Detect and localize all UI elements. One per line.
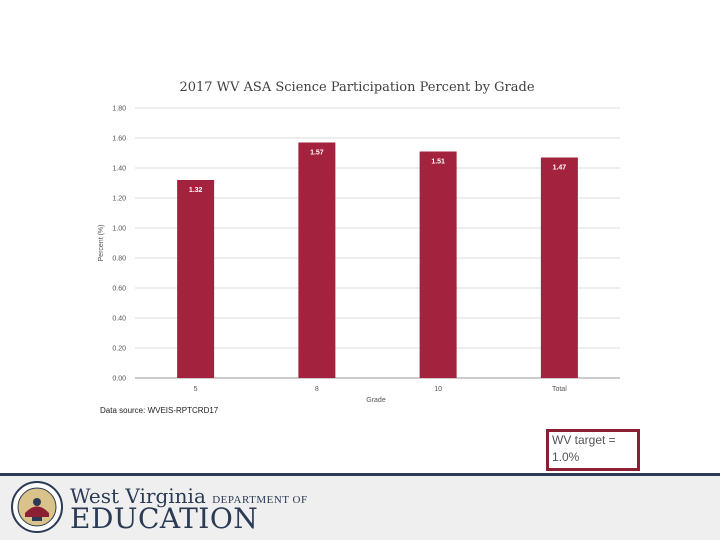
data-label: 1.47 xyxy=(553,165,567,172)
y-tick-label: 0.80 xyxy=(112,256,126,263)
y-tick-label: 0.40 xyxy=(112,316,126,323)
target-callout-line1: WV target = xyxy=(552,433,616,447)
footer-agency: EDUCATION xyxy=(70,502,259,535)
state-seal-icon xyxy=(11,481,63,533)
y-tick-label: 1.00 xyxy=(112,226,126,233)
y-axis-ticks: 0.00 0.20 0.40 0.60 0.80 1.00 1.20 1.40 1.60 1.80 xyxy=(112,106,126,383)
bar-8 xyxy=(298,142,336,378)
y-tick-label: 1.20 xyxy=(112,196,126,203)
y-axis-label: Percent (%) xyxy=(98,225,105,262)
bar-chart: 2017 WV ASA Science Participation Percen… xyxy=(98,80,620,415)
bar-10 xyxy=(419,151,457,378)
data-label: 1.51 xyxy=(431,159,445,166)
bar-5 xyxy=(177,180,215,378)
x-axis-ticks: 5 8 10 Total xyxy=(194,386,568,393)
bar-total xyxy=(540,157,578,378)
y-tick-label: 1.80 xyxy=(112,106,126,113)
bars: 1.32 1.57 1.51 1.47 xyxy=(177,142,578,378)
y-tick-label: 0.00 xyxy=(112,376,126,383)
footer-rule xyxy=(0,473,720,476)
y-tick-label: 1.40 xyxy=(112,166,126,173)
y-tick-label: 0.20 xyxy=(112,346,126,353)
data-label: 1.32 xyxy=(189,187,203,194)
data-source: Data source: WVEIS-RPTCRD17 xyxy=(100,406,219,415)
x-axis-label: Grade xyxy=(366,397,386,404)
x-tick-label: 8 xyxy=(315,386,319,393)
y-tick-label: 1.60 xyxy=(112,136,126,143)
footer-department: DEPARTMENT OF xyxy=(212,494,308,506)
x-tick-label: 5 xyxy=(194,386,198,393)
gridlines xyxy=(135,107,620,379)
x-tick-label: Total xyxy=(552,386,567,393)
chart-title: 2017 WV ASA Science Participation Percen… xyxy=(179,80,534,95)
x-tick-label: 10 xyxy=(434,386,442,393)
target-callout-line2: 1.0% xyxy=(552,450,580,464)
target-callout: WV target = 1.0% xyxy=(546,429,640,471)
y-tick-label: 0.60 xyxy=(112,286,126,293)
data-label: 1.57 xyxy=(310,150,324,157)
footer-state-name: West Virginia DEPARTMENT OF xyxy=(70,484,308,508)
footer-band xyxy=(0,476,720,540)
